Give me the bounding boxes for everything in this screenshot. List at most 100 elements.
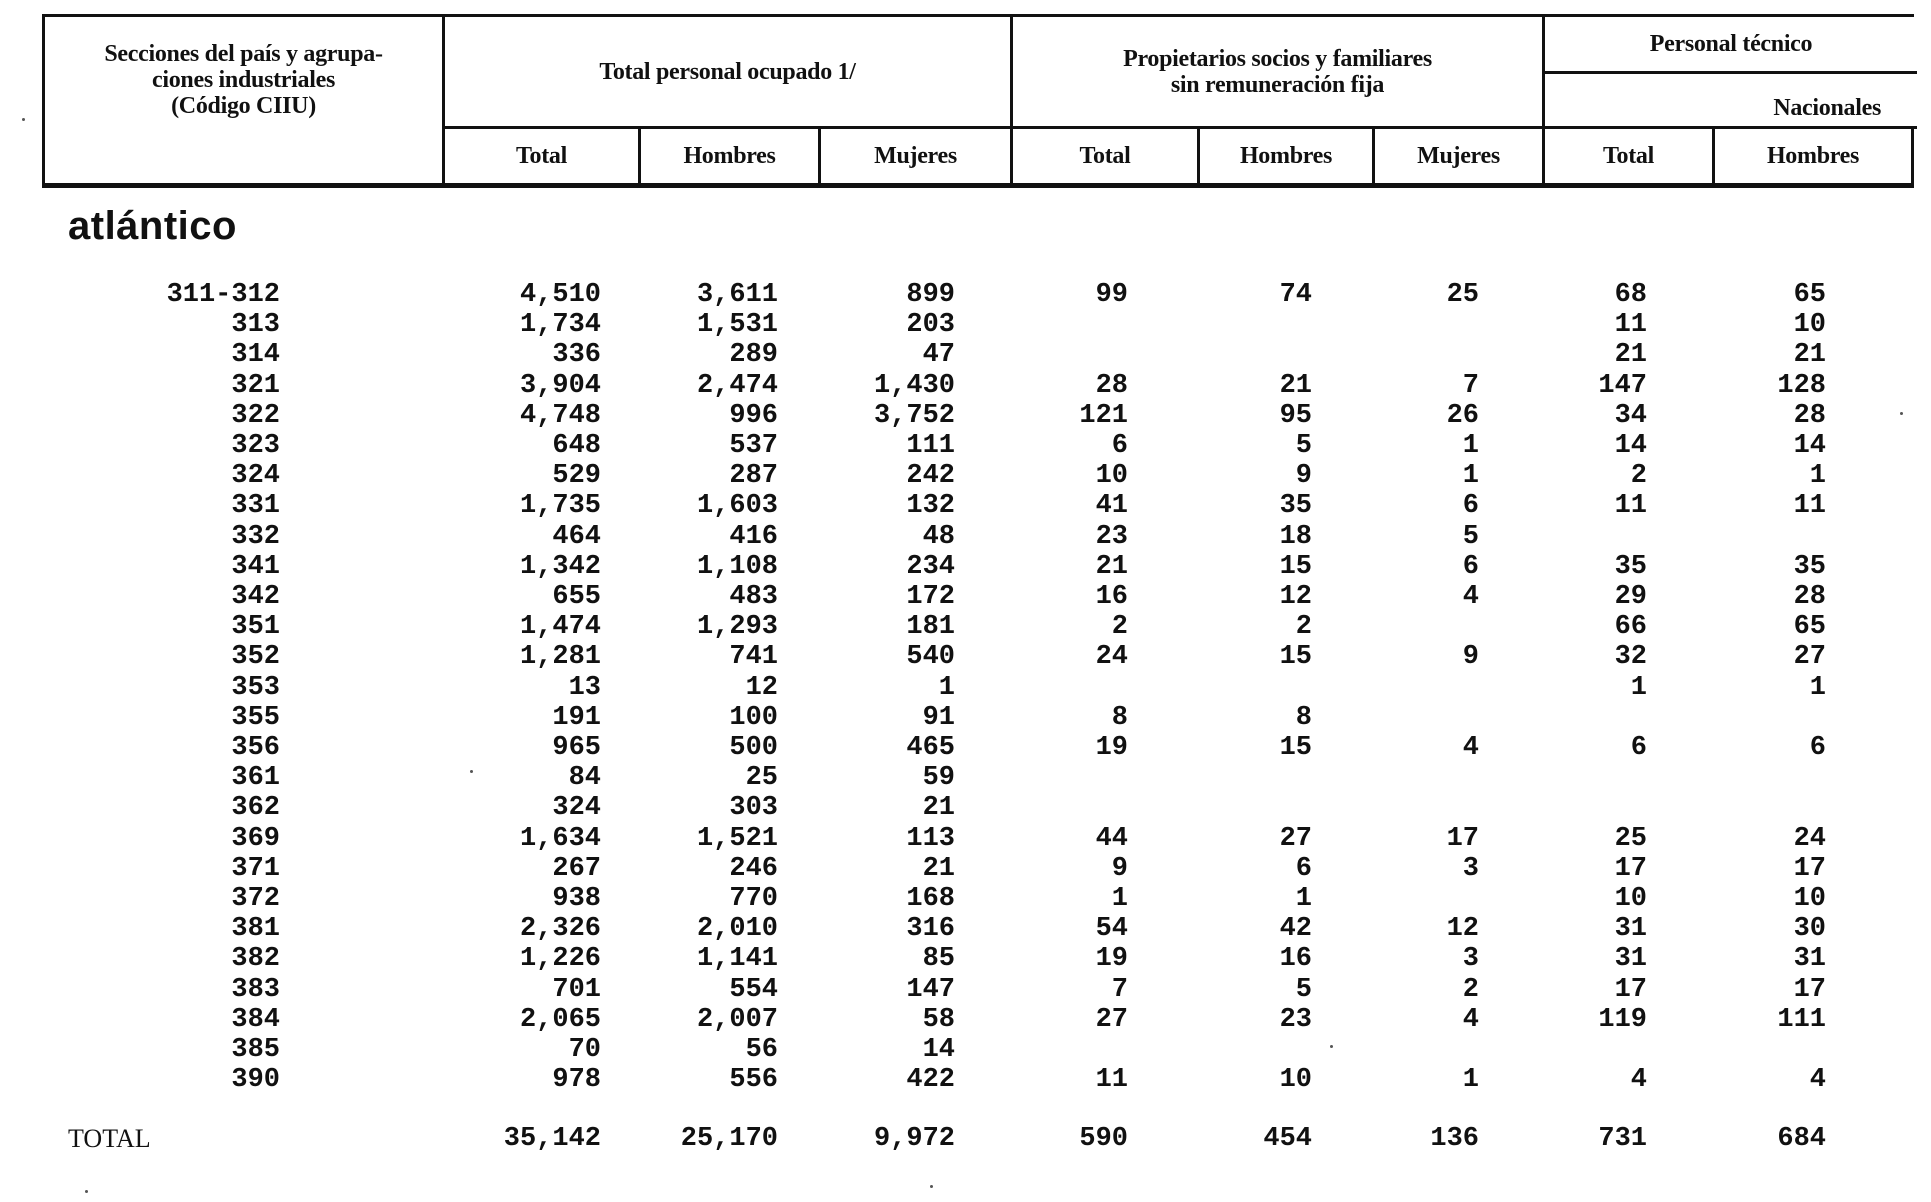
row-cell: 1 — [1462, 431, 1479, 461]
row-cell: 147 — [1598, 371, 1647, 401]
row-cell: 31 — [1614, 944, 1647, 974]
row-cell: 11 — [1614, 310, 1647, 340]
row-cell: 267 — [552, 854, 601, 884]
row-code: 383 — [231, 975, 280, 1005]
row-cell: 25 — [745, 763, 778, 793]
group-header-owners-line: Propietarios socios y familiares — [1123, 45, 1432, 72]
group-header-owners-line: sin remuneración fija — [1170, 71, 1385, 98]
row-cell: 6 — [1630, 733, 1647, 763]
row-cell: 9 — [1295, 461, 1312, 491]
column-header: Hombres — [1239, 143, 1333, 169]
row-cell: 7 — [1111, 975, 1128, 1005]
row-cell: 3,752 — [873, 401, 955, 431]
row-cell: 10 — [1279, 1065, 1312, 1095]
column-header: Mujeres — [874, 143, 957, 169]
row-code: 356 — [231, 733, 280, 763]
row-cell: 540 — [906, 642, 955, 672]
row-cell: 13 — [568, 673, 601, 703]
row-cell: 500 — [729, 733, 778, 763]
row-code: 314 — [231, 340, 280, 370]
table-row: 372 938 770 168 1 1 10 10 — [0, 884, 1931, 914]
row-cell: 2 — [1295, 612, 1312, 642]
total-cell: 136 — [1430, 1124, 1479, 1154]
row-cell: 11 — [1614, 491, 1647, 521]
row-cell: 35 — [1279, 491, 1312, 521]
table-row: 332 464 416 48 23 18 5 — [0, 522, 1931, 552]
row-code: 322 — [231, 401, 280, 431]
table-row: 331 1,735 1,603 132 41 35 6 11 11 — [0, 491, 1931, 521]
row-cell: 18 — [1279, 522, 1312, 552]
header-divider — [1197, 129, 1200, 183]
row-cell: 529 — [552, 461, 601, 491]
row-cell: 17 — [1793, 975, 1826, 1005]
row-code: 381 — [231, 914, 280, 944]
row-cell: 17 — [1446, 824, 1479, 854]
row-cell: 3 — [1462, 854, 1479, 884]
row-cell: 303 — [729, 793, 778, 823]
row-cell: 2 — [1111, 612, 1128, 642]
table-row: 382 1,226 1,141 85 19 16 3 31 31 — [0, 944, 1931, 974]
row-cell: 2 — [1630, 461, 1647, 491]
row-cell: 56 — [745, 1035, 778, 1065]
row-cell: 23 — [1279, 1005, 1312, 1035]
row-cell: 1,141 — [696, 944, 778, 974]
row-cell: 324 — [552, 793, 601, 823]
row-cell: 203 — [906, 310, 955, 340]
row-cell: 422 — [906, 1065, 955, 1095]
row-cell: 25 — [1446, 280, 1479, 310]
scan-speck — [85, 1190, 88, 1193]
row-cell: 741 — [729, 642, 778, 672]
row-cell: 1 — [1295, 884, 1312, 914]
row-cell: 938 — [552, 884, 601, 914]
row-cell: 14 — [922, 1035, 955, 1065]
row-cell: 1,734 — [519, 310, 601, 340]
row-cell: 100 — [729, 703, 778, 733]
row-cell: 10 — [1793, 310, 1826, 340]
row-cell: 30 — [1793, 914, 1826, 944]
row-cell: 2,474 — [696, 371, 778, 401]
row-cell: 10 — [1793, 884, 1826, 914]
table-row: 369 1,634 1,521 113 44 27 17 25 24 — [0, 824, 1931, 854]
row-cell: 3,611 — [696, 280, 778, 310]
header-divider — [442, 17, 445, 183]
row-cell: 483 — [729, 582, 778, 612]
row-code: 352 — [231, 642, 280, 672]
row-cell: 95 — [1279, 401, 1312, 431]
row-cell: 12 — [1279, 582, 1312, 612]
row-cell: 4 — [1462, 582, 1479, 612]
row-cell: 6 — [1809, 733, 1826, 763]
row-cell: 17 — [1614, 854, 1647, 884]
row-cell: 34 — [1614, 401, 1647, 431]
header-divider — [818, 129, 821, 183]
row-code: 353 — [231, 673, 280, 703]
row-cell: 11 — [1793, 491, 1826, 521]
row-code: 331 — [231, 491, 280, 521]
row-cell: 242 — [906, 461, 955, 491]
row-cell: 464 — [552, 522, 601, 552]
row-cell: 21 — [1095, 552, 1128, 582]
total-cell: 454 — [1263, 1124, 1312, 1154]
row-cell: 4 — [1630, 1065, 1647, 1095]
row-cell: 91 — [922, 703, 955, 733]
header-divider — [1542, 17, 1545, 183]
section-column-header: Secciones del país y agrupa- ciones indu… — [45, 17, 442, 183]
row-cell: 1,603 — [696, 491, 778, 521]
row-cell: 28 — [1793, 401, 1826, 431]
row-cell: 111 — [1777, 1005, 1826, 1035]
row-cell: 978 — [552, 1065, 601, 1095]
row-cell: 35 — [1614, 552, 1647, 582]
scan-speck — [930, 1185, 933, 1188]
row-code: 351 — [231, 612, 280, 642]
row-cell: 2,007 — [696, 1005, 778, 1035]
row-cell: 6 — [1295, 854, 1312, 884]
row-code: 311-312 — [166, 280, 280, 310]
row-cell: 965 — [552, 733, 601, 763]
row-cell: 24 — [1793, 824, 1826, 854]
row-cell: 21 — [922, 854, 955, 884]
row-cell: 4 — [1462, 733, 1479, 763]
row-cell: 1,531 — [696, 310, 778, 340]
row-cell: 556 — [729, 1065, 778, 1095]
row-cell: 54 — [1095, 914, 1128, 944]
row-cell: 74 — [1279, 280, 1312, 310]
row-code: 362 — [231, 793, 280, 823]
